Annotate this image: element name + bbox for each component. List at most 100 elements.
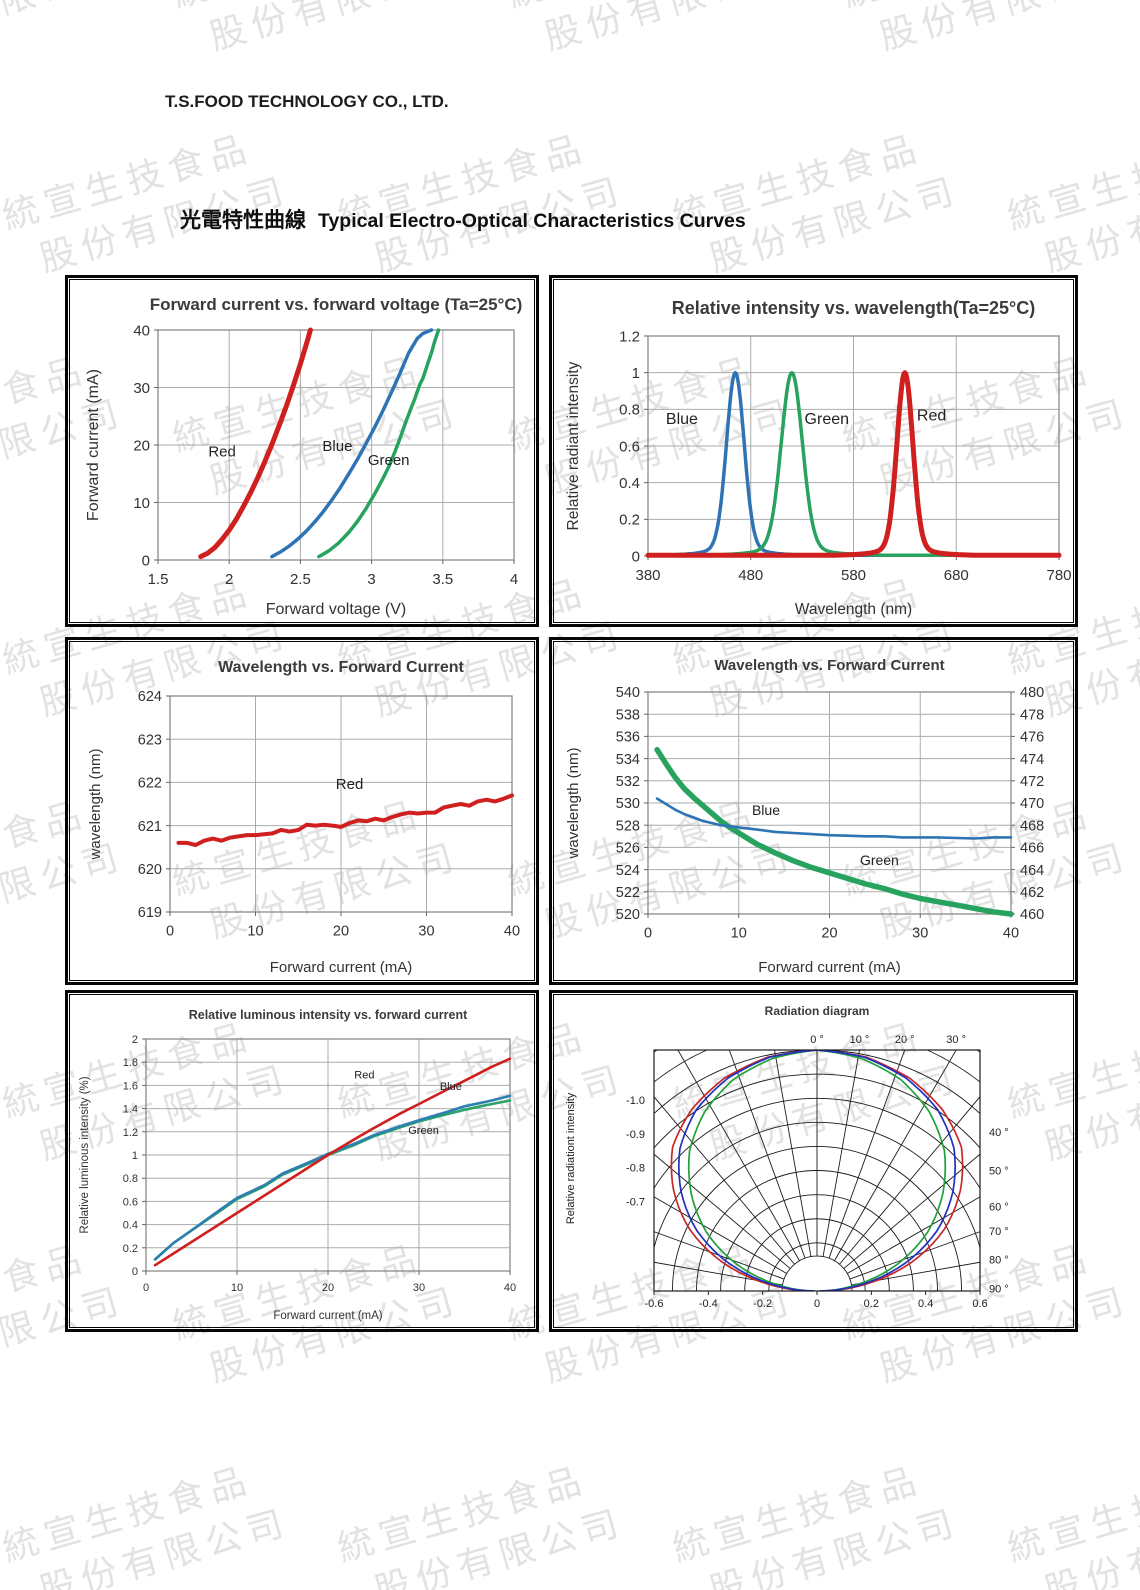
svg-text:Wavelength (nm): Wavelength (nm)	[795, 601, 912, 618]
svg-text:0.6: 0.6	[972, 1298, 987, 1310]
svg-text:20: 20	[333, 924, 349, 940]
svg-text:Wavelength vs. Forward Current: Wavelength vs. Forward Current	[714, 657, 944, 674]
svg-text:532: 532	[616, 774, 640, 790]
svg-text:0.2: 0.2	[864, 1298, 879, 1310]
svg-text:621: 621	[138, 819, 162, 835]
svg-text:20: 20	[133, 437, 150, 454]
svg-text:20: 20	[322, 1282, 334, 1294]
svg-text:80 °: 80 °	[989, 1255, 1009, 1267]
svg-text:Relative luminous intensity (%: Relative luminous intensity (%)	[79, 1076, 91, 1233]
svg-text:528: 528	[616, 818, 640, 834]
svg-text:10 °: 10 °	[850, 1034, 870, 1046]
svg-text:wavelength (nm): wavelength (nm)	[87, 749, 104, 861]
svg-text:0.2: 0.2	[619, 512, 640, 529]
svg-text:20: 20	[821, 926, 837, 942]
svg-text:0.4: 0.4	[123, 1220, 138, 1232]
svg-text:40: 40	[504, 1282, 516, 1294]
svg-text:622: 622	[138, 776, 162, 792]
svg-text:1.6: 1.6	[123, 1080, 138, 1092]
svg-text:480: 480	[1020, 685, 1044, 701]
svg-text:1.4: 1.4	[123, 1104, 138, 1116]
svg-text:Red: Red	[354, 1069, 374, 1081]
svg-text:478: 478	[1020, 707, 1044, 723]
svg-text:0: 0	[166, 924, 174, 940]
svg-text:0: 0	[644, 926, 652, 942]
svg-text:620: 620	[138, 862, 162, 878]
svg-text:50 °: 50 °	[989, 1166, 1009, 1178]
chart-forward-current-vs-voltage: 1.5 2 2.5 3 3.5 4 0 10 20 30 40 Forward current vs.…	[65, 275, 539, 627]
svg-text:-0.2: -0.2	[753, 1298, 772, 1310]
svg-text:40: 40	[504, 924, 520, 940]
svg-text:0: 0	[142, 552, 150, 569]
svg-text:0.8: 0.8	[619, 402, 640, 419]
svg-text:Forward current (mA): Forward current (mA)	[758, 959, 901, 976]
svg-text:524: 524	[616, 863, 640, 879]
svg-text:0.8: 0.8	[123, 1173, 138, 1185]
svg-text:780: 780	[1046, 567, 1071, 584]
svg-text:0.6: 0.6	[619, 438, 640, 455]
svg-text:540: 540	[616, 685, 640, 701]
svg-text:474: 474	[1020, 752, 1044, 768]
svg-text:476: 476	[1020, 730, 1044, 746]
svg-text:30: 30	[418, 924, 434, 940]
svg-text:460: 460	[1020, 907, 1044, 923]
chart-radiation-diagram: -0.6 -0.4 -0.2 0 0.2 0.4 0.6 -1.0 -0.9 -0.8 -0.7 0 …	[549, 990, 1078, 1332]
svg-text:580: 580	[841, 567, 866, 584]
svg-text:Green: Green	[860, 852, 899, 868]
svg-text:Relative radiant intensity: Relative radiant intensity	[565, 361, 582, 530]
svg-text:0.6: 0.6	[123, 1196, 138, 1208]
svg-text:1.2: 1.2	[619, 328, 640, 345]
company-name: T.S.FOOD TECHNOLOGY CO., LTD.	[165, 92, 449, 111]
svg-text:0: 0	[632, 548, 640, 565]
svg-text:20 °: 20 °	[895, 1034, 915, 1046]
spectra-plot: 380 480 580 680 780 0 0.2 0.4 0.6 0.8 1 1.2 Relative…	[565, 298, 1072, 618]
svg-text:2: 2	[132, 1034, 138, 1046]
svg-text:90 °: 90 °	[989, 1284, 1009, 1296]
svg-text:40: 40	[1003, 926, 1019, 942]
chart-red-wavelength-vs-current: 0 10 20 30 40 619 620 621 622 623 624 Wavelength vs…	[65, 637, 539, 985]
svg-text:480: 480	[738, 567, 763, 584]
svg-text:60 °: 60 °	[989, 1202, 1009, 1214]
svg-text:Relative intensity vs. wavelen: Relative intensity vs. wavelength(Ta=25°…	[672, 298, 1036, 318]
svg-text:Wavelength vs. Forward Current: Wavelength vs. Forward Current	[218, 659, 464, 676]
red-wavelength-plot: 0 10 20 30 40 619 620 621 622 623 624 Wavelength vs…	[87, 659, 520, 976]
svg-text:-1.0: -1.0	[626, 1095, 645, 1107]
svg-text:0.4: 0.4	[918, 1298, 933, 1310]
svg-text:680: 680	[944, 567, 969, 584]
svg-text:0: 0	[814, 1298, 820, 1310]
svg-text:Forward current vs. forward vo: Forward current vs. forward voltage (Ta=…	[150, 295, 523, 314]
svg-text:0 °: 0 °	[810, 1034, 824, 1046]
svg-text:70 °: 70 °	[989, 1226, 1009, 1238]
blue-green-wavelength-plot: 0 10 20 30 40 520 522 524 526 528 530 532 534 536 538 5…	[565, 657, 1044, 976]
svg-text:-0.8: -0.8	[626, 1163, 645, 1175]
svg-text:-0.7: -0.7	[626, 1196, 645, 1208]
svg-text:30: 30	[133, 380, 150, 397]
svg-text:30: 30	[413, 1282, 425, 1294]
svg-text:Radiation diagram: Radiation diagram	[765, 1004, 870, 1018]
svg-text:40 °: 40 °	[989, 1127, 1009, 1139]
svg-text:Red: Red	[917, 407, 946, 424]
svg-text:624: 624	[138, 689, 162, 705]
svg-text:1.5: 1.5	[148, 571, 169, 588]
svg-text:380: 380	[635, 567, 660, 584]
page-title-zh: 光電特性曲線	[180, 209, 306, 232]
luminous-intensity-plot: 0 10 20 30 40 0 0.2 0.4 0.6 0.8 1 1.2 1.4 1.6 1.8 2 Rela…	[79, 1008, 516, 1322]
svg-text:462: 462	[1020, 885, 1044, 901]
svg-text:Blue: Blue	[666, 411, 698, 428]
svg-text:0: 0	[132, 1266, 138, 1278]
svg-text:3: 3	[367, 571, 375, 588]
svg-text:538: 538	[616, 707, 640, 723]
chart-blue-green-wavelength-vs-current: 0 10 20 30 40 520 522 524 526 528 530 532 534 536 538 5…	[549, 637, 1078, 985]
page-title-en: Typical Electro-Optical Characteristics …	[318, 210, 746, 232]
svg-text:Red: Red	[208, 444, 236, 461]
svg-text:Blue: Blue	[752, 802, 780, 818]
svg-text:526: 526	[616, 841, 640, 857]
chart-luminous-intensity-vs-current: 0 10 20 30 40 0 0.2 0.4 0.6 0.8 1 1.2 1.4 1.6 1.8 2 Rela…	[65, 990, 539, 1332]
svg-text:530: 530	[616, 796, 640, 812]
svg-text:Blue: Blue	[440, 1081, 462, 1093]
svg-text:Green: Green	[408, 1125, 439, 1137]
svg-text:0.4: 0.4	[619, 475, 640, 492]
svg-text:Green: Green	[805, 411, 849, 428]
